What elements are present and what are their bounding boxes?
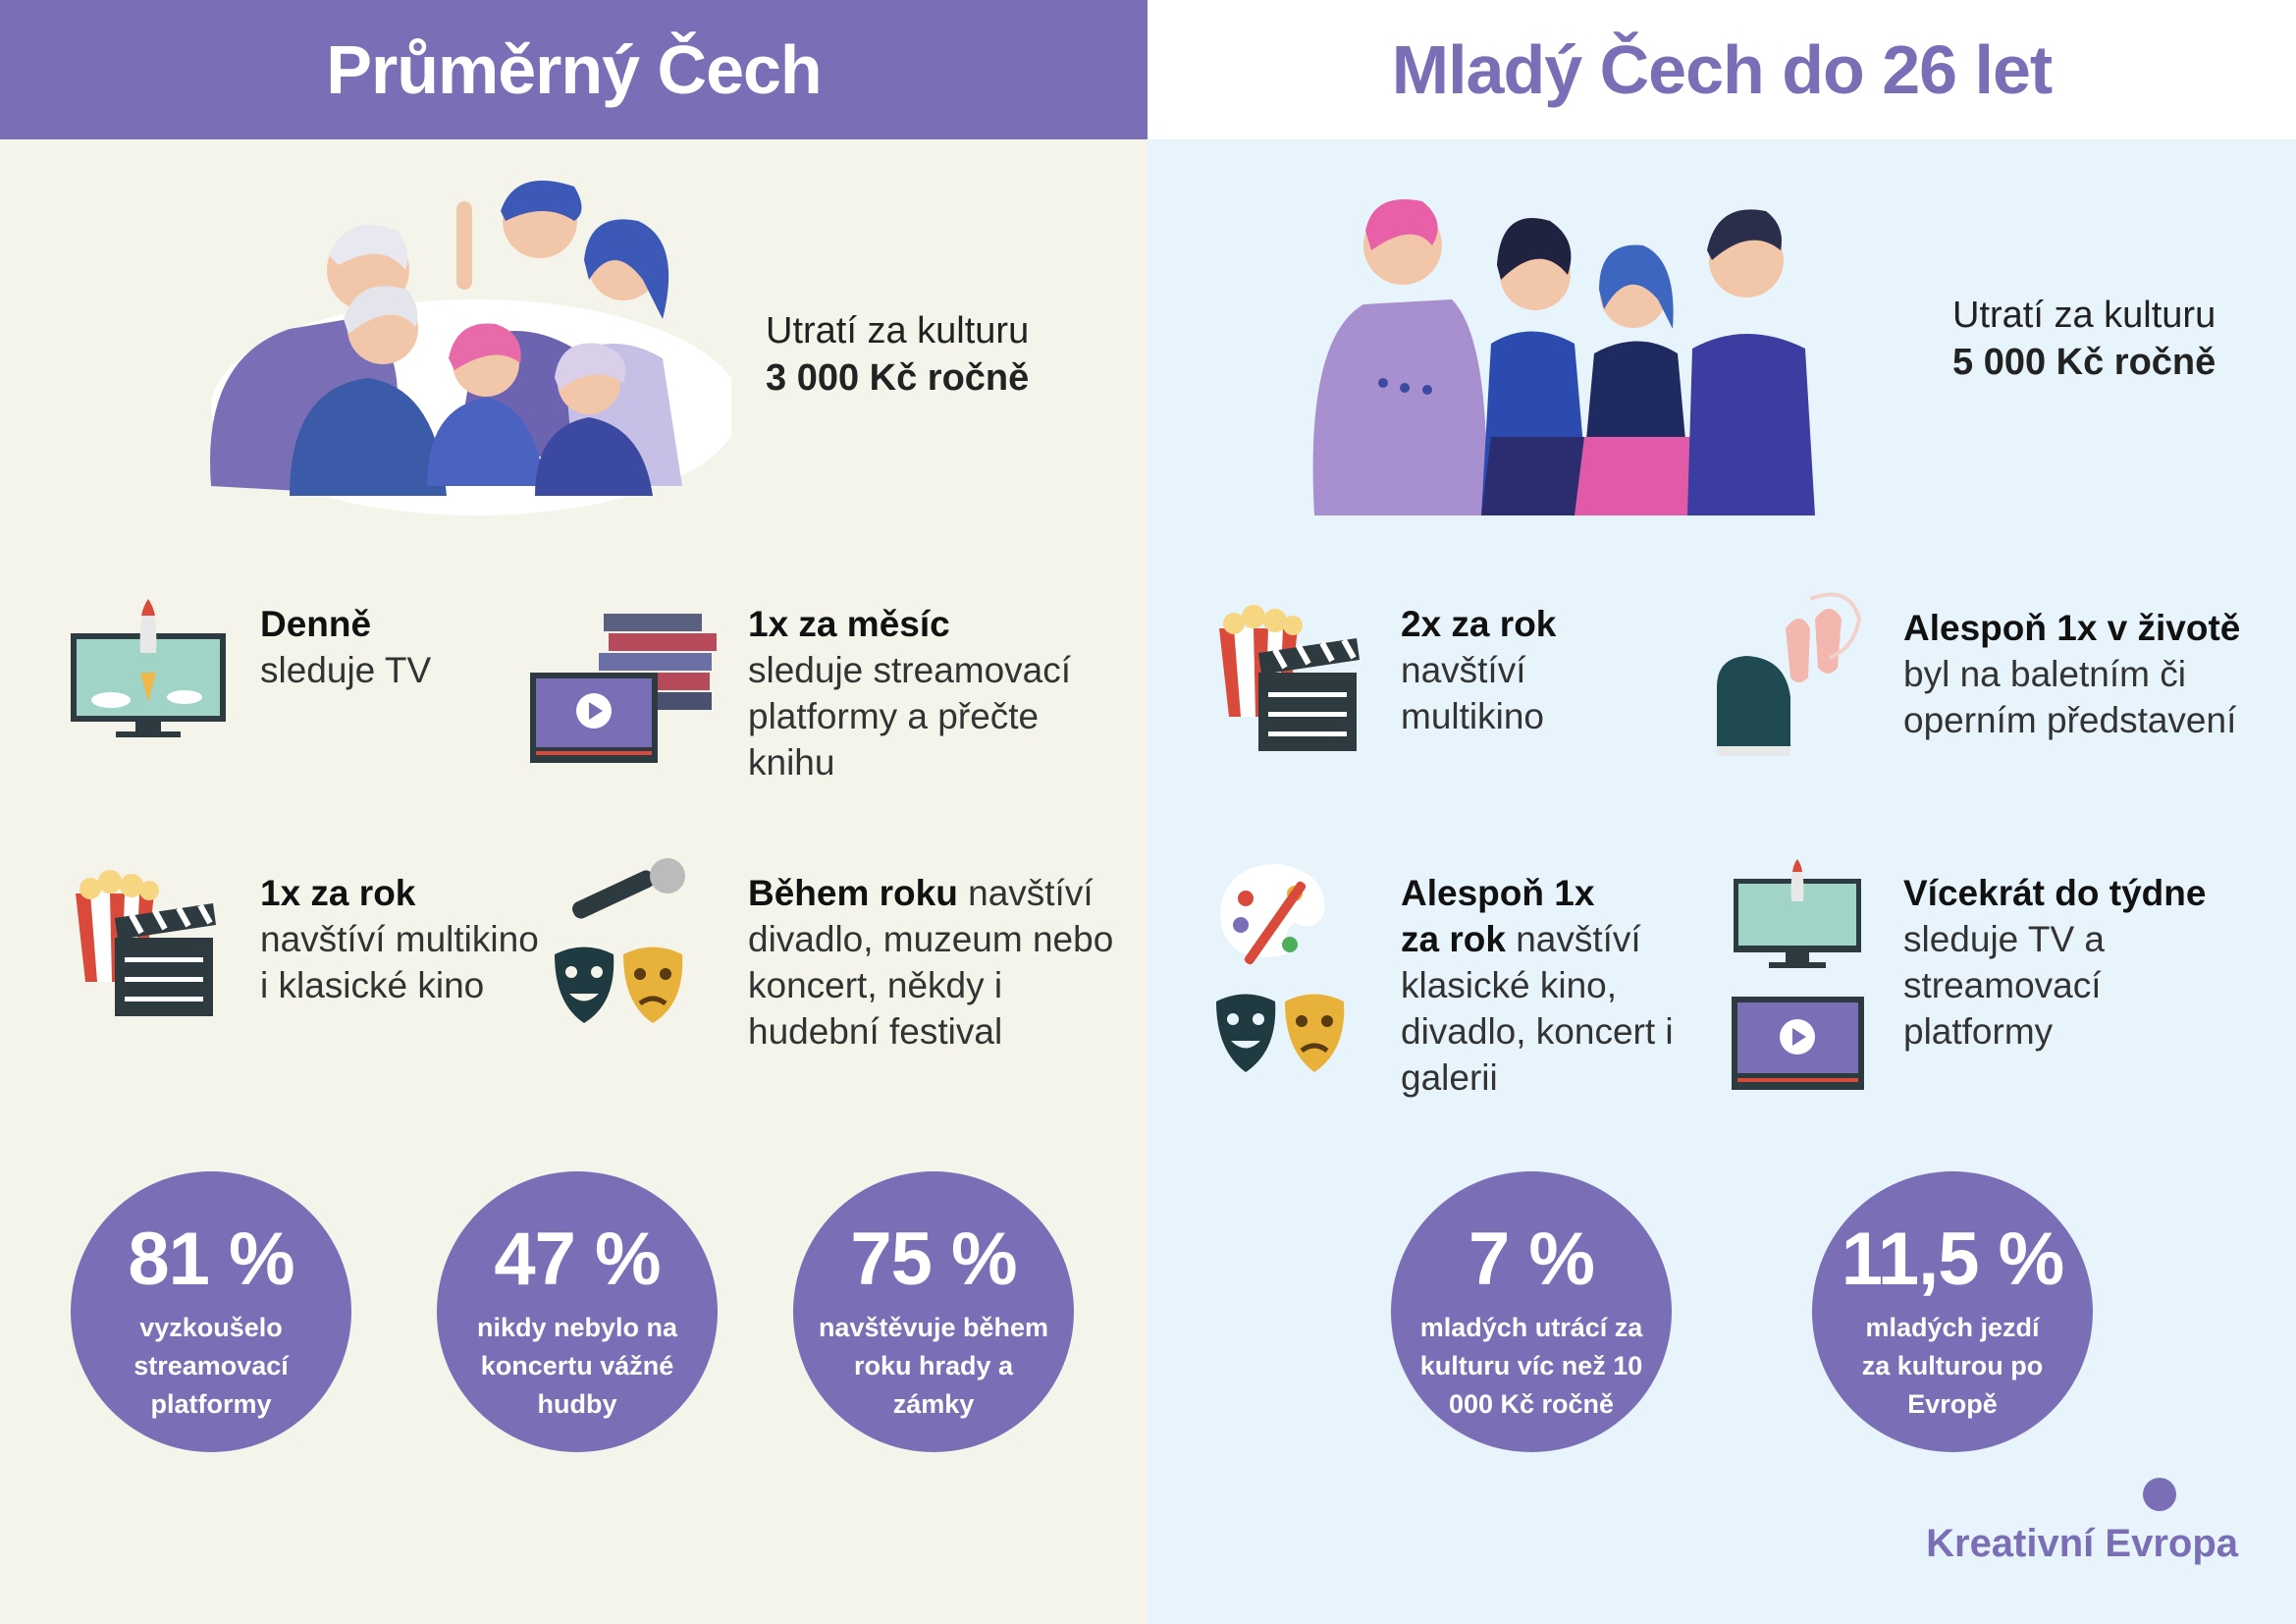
palette-masks-icon — [1216, 864, 1345, 1072]
left-item-during-year-rest: navštíví divadlo, muzeum nebo koncert, n… — [748, 873, 1114, 1052]
family-illustration — [210, 180, 731, 515]
right-panel: Mladý Čech do 26 let Utratí za kulturu 5… — [1148, 0, 2296, 1624]
tv-rocket-icon — [71, 599, 226, 737]
left-item-yearly: 1x za rok navštíví multikino i klasické … — [260, 870, 545, 1008]
stat-circle-81: 81 % vyzkoušelo streamovací platformy — [71, 1171, 351, 1452]
stat-pct: 47 % — [494, 1218, 661, 1301]
popcorn-clapper-icon — [76, 870, 216, 1016]
left-item-monthly: 1x za měsíc sleduje streamovací platform… — [748, 601, 1101, 785]
left-title: Průměrný Čech — [0, 0, 1148, 139]
right-item-ballet-bold: Alespoň 1x v životě — [1903, 608, 2241, 648]
right-item-weekly-bold: Vícekrát do týdne — [1903, 873, 2207, 913]
right-spend-value: 5 000 Kč ročně — [1952, 342, 2216, 383]
microphone-masks-icon — [555, 858, 685, 1023]
stat-circle-7: 7 % mladých utrácí za kulturu víc než 10… — [1391, 1171, 1672, 1452]
right-title: Mladý Čech do 26 let — [1148, 0, 2296, 139]
tv-video-icon — [1732, 859, 1864, 1090]
right-spend-label: Utratí za kulturu — [1952, 295, 2216, 336]
popcorn-clapper-icon — [1219, 605, 1360, 751]
stat-desc: nikdy nebylo na koncertu vážné hudby — [476, 1313, 678, 1419]
right-item-ballet: Alespoň 1x v životě byl na baletním či o… — [1903, 605, 2276, 743]
left-item-daily-bold: Denně — [260, 604, 372, 644]
left-item-monthly-bold: 1x za měsíc — [748, 604, 950, 644]
stat-pct: 11,5 % — [1841, 1218, 2064, 1301]
stat-pct: 75 % — [850, 1218, 1017, 1301]
left-panel: Průměrný Čech Utratí za kulturu 3 000 Kč… — [0, 0, 1148, 1624]
right-item-once-year-bold2: za rok — [1401, 919, 1506, 959]
stat-desc: mladých jezdí za kulturou po Evropě — [1861, 1313, 2044, 1419]
right-item-weekly-rest: sleduje TV a streamovací platformy — [1903, 919, 2105, 1052]
left-spend-value: 3 000 Kč ročně — [766, 357, 1030, 399]
right-item-twice-year-bold: 2x za rok — [1401, 604, 1557, 644]
brand-logo-dot — [2143, 1478, 2176, 1511]
right-item-twice-year: 2x za rok navštíví multikino — [1401, 601, 1617, 739]
right-item-once-year-rest: navštíví klasické kino, divadlo, koncert… — [1401, 919, 1674, 1098]
right-item-weekly: Vícekrát do týdne sleduje TV a streamova… — [1903, 870, 2257, 1055]
left-item-yearly-bold: 1x za rok — [260, 873, 416, 913]
right-item-once-year: Alespoň 1x za rok navštíví klasické kino… — [1401, 870, 1695, 1101]
left-item-during-year: Během roku navštíví divadlo, muzeum nebo… — [748, 870, 1121, 1055]
right-spend: Utratí za kulturu 5 000 Kč ročně — [1952, 292, 2216, 386]
right-item-ballet-rest: byl na baletním či operním představení — [1903, 654, 2237, 740]
piano-ballet-icon — [1717, 592, 1862, 756]
stat-desc: mladých utrácí za kulturu víc než 10 000… — [1419, 1313, 1643, 1419]
young-people-illustration — [1312, 199, 1815, 515]
stat-pct: 81 % — [128, 1218, 294, 1301]
stat-circle-11-5: 11,5 % mladých jezdí za kulturou po Evro… — [1812, 1171, 2093, 1452]
left-item-daily-rest: sleduje TV — [260, 650, 432, 690]
left-spend: Utratí za kulturu 3 000 Kč ročně — [766, 307, 1029, 402]
stat-desc: navštěvuje během roku hrady a zámky — [818, 1313, 1049, 1419]
stat-circle-75: 75 % navštěvuje během roku hrady a zámky — [793, 1171, 1074, 1452]
left-spend-label: Utratí za kulturu — [766, 310, 1030, 352]
stat-desc: vyzkoušelo streamovací platformy — [133, 1313, 289, 1419]
left-item-yearly-rest: navštíví multikino i klasické kino — [260, 919, 539, 1005]
left-item-daily: Denně sleduje TV — [260, 601, 555, 693]
stat-circle-47: 47 % nikdy nebylo na koncertu vážné hudb… — [437, 1171, 718, 1452]
books-video-icon — [530, 614, 717, 763]
left-item-during-year-bold: Během roku — [748, 873, 958, 913]
right-item-twice-year-rest: navštíví multikino — [1401, 650, 1544, 736]
right-item-once-year-bold1: Alespoň 1x — [1401, 873, 1595, 913]
stat-pct: 7 % — [1468, 1218, 1595, 1301]
left-item-monthly-rest: sleduje streamovací platformy a přečte k… — [748, 650, 1072, 783]
brand-logo: Kreativní Evropa — [1926, 1522, 2238, 1565]
